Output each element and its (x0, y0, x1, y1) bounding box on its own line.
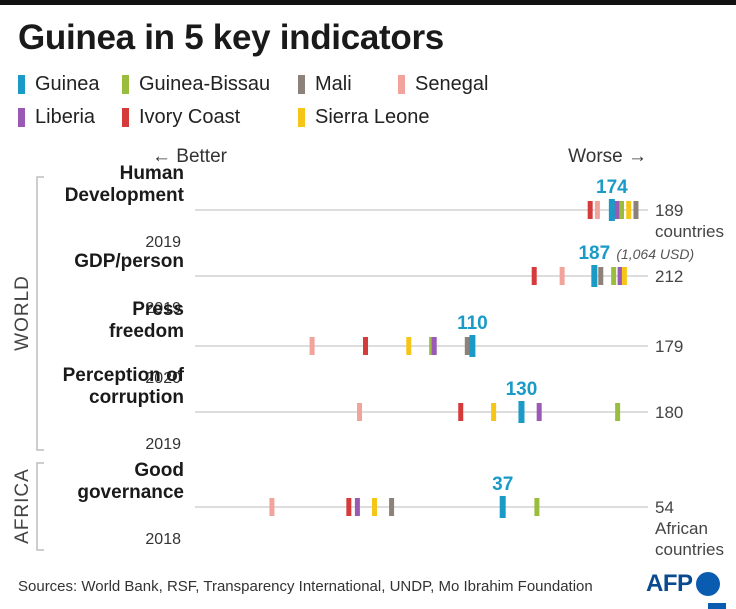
indicator-max-label: 180 (655, 403, 683, 422)
logo-dot-icon (695, 572, 720, 596)
marker-mali (633, 201, 639, 219)
highlight-value-label: 130 (506, 379, 538, 400)
marker-liberia (536, 403, 542, 421)
marker-senegal (269, 498, 275, 516)
worse-label: Worse → (568, 146, 647, 167)
marker-guinea (591, 265, 598, 287)
legend-swatch (122, 107, 129, 127)
legend-label: Liberia (35, 105, 96, 128)
group-label-world: WORLD (12, 275, 33, 351)
highlight-note: (1,064 USD) (616, 246, 694, 262)
sources-note: Sources: World Bank, RSF, Transparency I… (18, 578, 593, 595)
legend-item-mali: Mali (298, 70, 352, 98)
top-bar (0, 0, 736, 5)
indicator-label: governance (77, 482, 184, 503)
legend-label: Guinea-Bissau (139, 72, 271, 95)
marker-mali (598, 267, 604, 285)
indicator-label: GDP/person (74, 251, 184, 272)
marker-senegal (559, 267, 565, 285)
indicator-year: 2018 (145, 531, 181, 548)
marker-ivory-coast (531, 267, 537, 285)
marker-ivory-coast (458, 403, 464, 421)
highlight-value-label: 37 (492, 474, 513, 495)
marker-liberia (617, 267, 623, 285)
indicator-max-label: 54 (655, 498, 674, 517)
marker-sierra-leone (406, 337, 412, 355)
indicator-year: 2019 (145, 436, 181, 453)
marker-guinea (469, 335, 476, 357)
legend-item-senegal: Senegal (398, 70, 488, 98)
legend-swatch (18, 74, 25, 94)
highlight-value-label: 187 (578, 243, 610, 264)
indicator-max-label: African (655, 519, 708, 538)
indicator-label: corruption (89, 387, 184, 408)
legend-label: Senegal (415, 72, 489, 95)
legend-label: Guinea (35, 72, 100, 95)
better-label: ← Better (152, 146, 228, 167)
indicator-year: 2019 (145, 234, 181, 251)
legend-item-sierra-leone: Sierra Leone (298, 103, 430, 131)
legend-label: Ivory Coast (139, 105, 241, 128)
legend-swatch (18, 107, 25, 127)
marker-sierra-leone (371, 498, 377, 516)
marker-liberia (431, 337, 437, 355)
legend-label: Mali (315, 72, 352, 95)
marker-liberia (354, 498, 360, 516)
legend-item-guinea-bissau: Guinea-Bissau (122, 70, 270, 98)
page-title: Guinea in 5 key indicators (18, 18, 444, 57)
indicator-year: 2020 (145, 370, 181, 387)
marker-senegal (594, 201, 600, 219)
marker-guinea (608, 199, 615, 221)
indicator-max-label: 189 (655, 201, 683, 220)
highlight-value-label: 174 (596, 177, 628, 198)
indicator-label: Good (134, 460, 184, 481)
marker-sierra-leone (626, 201, 632, 219)
highlight-value-label: 110 (457, 313, 488, 334)
legend-swatch (122, 74, 129, 94)
indicator-year: 2019 (145, 300, 181, 317)
afp-logo: AFP (646, 568, 720, 600)
logo-text: AFP (646, 570, 693, 597)
africa-bracket (36, 462, 44, 551)
marker-senegal (309, 337, 315, 355)
marker-senegal (356, 403, 362, 421)
legend-item-guinea: Guinea (18, 70, 100, 98)
marker-guinea (518, 401, 525, 423)
marker-ivory-coast (587, 201, 593, 219)
indicator-label: Press (132, 299, 184, 320)
legend-swatch (398, 74, 405, 94)
legend-item-ivory-coast: Ivory Coast (122, 103, 240, 131)
logo-bar-icon (708, 603, 726, 609)
marker-mali (389, 498, 395, 516)
world-bracket (36, 176, 44, 451)
legend-item-liberia: Liberia (18, 103, 95, 131)
marker-guinea-bissau (611, 267, 617, 285)
legend-swatch (298, 107, 305, 127)
marker-ivory-coast (363, 337, 369, 355)
marker-liberia (614, 201, 620, 219)
legend: Guinea Guinea-Bissau Mali Senegal Liberi… (18, 70, 558, 134)
indicator-max-label: 179 (655, 337, 683, 356)
marker-mali (464, 337, 470, 355)
marker-guinea-bissau (615, 403, 621, 421)
marker-sierra-leone (491, 403, 497, 421)
marker-guinea (499, 496, 506, 518)
group-label-africa: AFRICA (12, 468, 33, 544)
indicator-label: Perception of (63, 365, 185, 386)
indicator-label: Development (65, 185, 185, 206)
indicator-label: Human (120, 163, 184, 184)
marker-sierra-leone (621, 267, 627, 285)
marker-ivory-coast (346, 498, 352, 516)
marker-guinea-bissau (534, 498, 540, 516)
indicator-max-label: countries (655, 540, 724, 559)
indicator-max-label: 212 (655, 267, 683, 286)
legend-label: Sierra Leone (315, 105, 430, 128)
marker-guinea-bissau (618, 201, 624, 219)
legend-swatch (298, 74, 305, 94)
indicator-label: freedom (109, 321, 184, 342)
marker-guinea-bissau (429, 337, 435, 355)
indicator-max-label: countries (655, 222, 724, 241)
